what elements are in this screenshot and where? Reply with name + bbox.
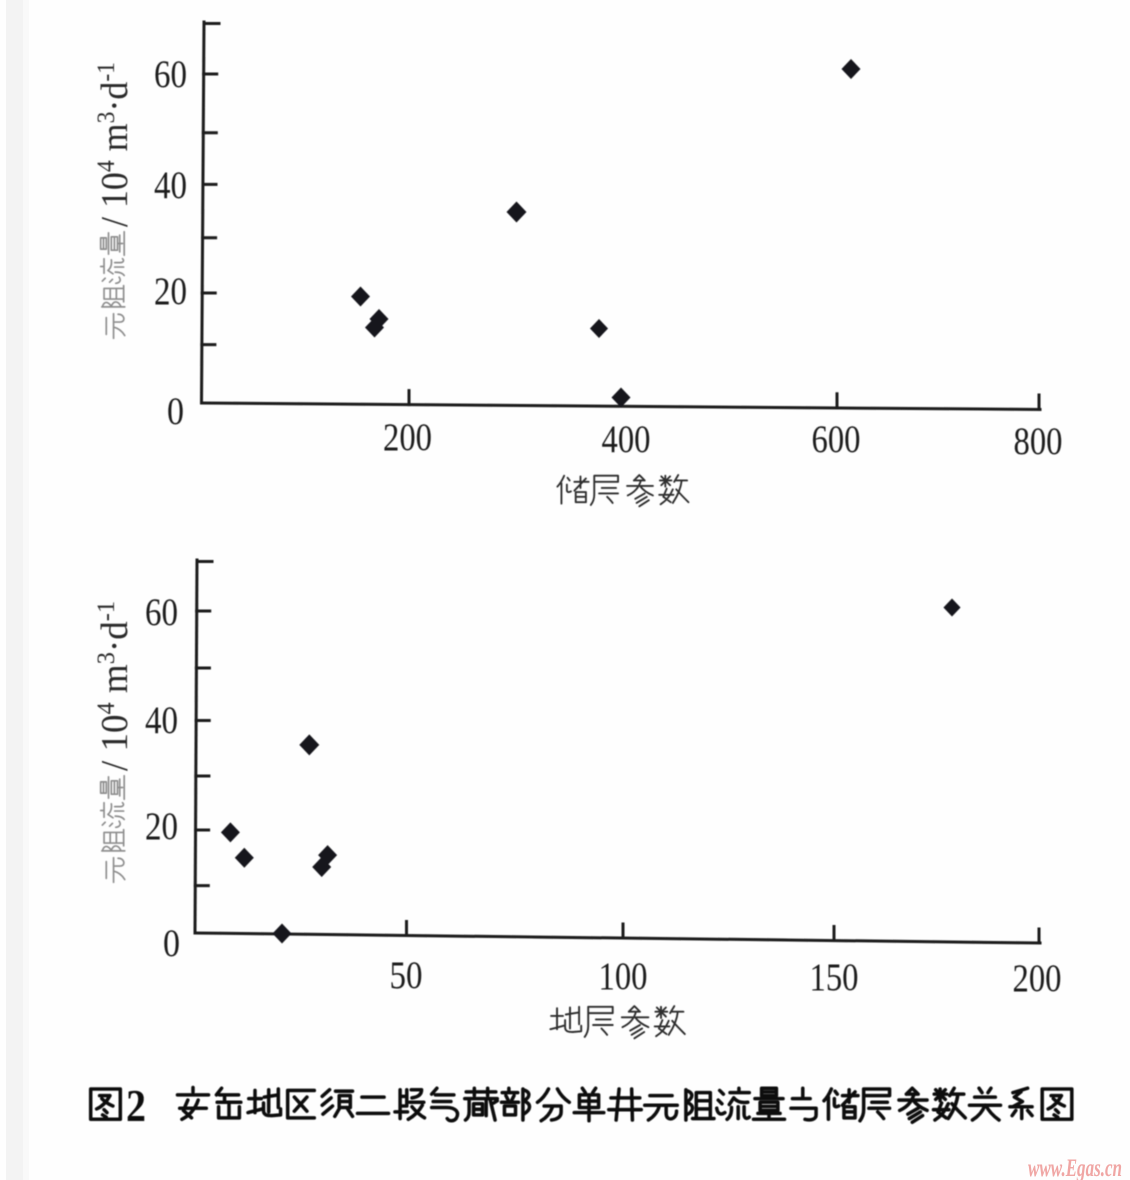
- svg-text:40: 40: [145, 699, 178, 742]
- svg-text:50: 50: [390, 954, 423, 997]
- svg-text:0: 0: [167, 390, 184, 433]
- svg-text:0: 0: [163, 922, 180, 965]
- svg-text:200: 200: [1013, 957, 1062, 1000]
- svg-text:600: 600: [812, 418, 861, 461]
- svg-text:60: 60: [154, 53, 187, 96]
- svg-text:200: 200: [383, 416, 432, 459]
- svg-text:2: 2: [126, 1080, 146, 1131]
- svg-text:/ 104 m3·d-1: / 104 m3·d-1: [93, 601, 136, 771]
- svg-text:800: 800: [1014, 420, 1063, 463]
- svg-text:/ 104 m3·d-1: / 104 m3·d-1: [93, 62, 136, 227]
- svg-text:www.Egas.cn: www.Egas.cn: [1028, 1155, 1122, 1180]
- svg-text:20: 20: [145, 805, 178, 848]
- svg-text:60: 60: [145, 591, 178, 634]
- svg-text:150: 150: [810, 956, 859, 999]
- svg-text:40: 40: [154, 164, 187, 207]
- svg-text:400: 400: [602, 418, 651, 461]
- svg-text:100: 100: [599, 955, 648, 998]
- svg-text:20: 20: [154, 270, 187, 313]
